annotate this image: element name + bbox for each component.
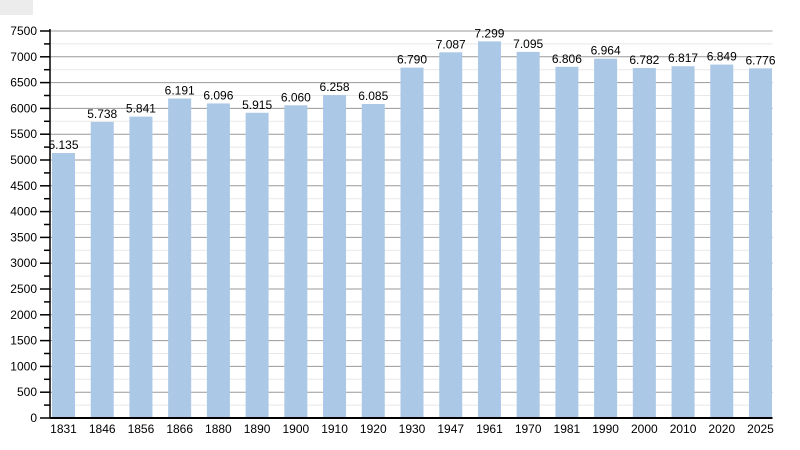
x-tick-label: 1961 — [476, 422, 503, 436]
bar-value-label: 6.817 — [668, 51, 698, 65]
y-tick-label: 2500 — [10, 282, 37, 296]
bar-value-label: 5.738 — [87, 107, 117, 121]
bar-value-label: 6.776 — [745, 53, 775, 67]
y-tick-label: 1500 — [10, 334, 37, 348]
bar-value-label: 6.964 — [591, 44, 621, 58]
bar — [90, 121, 114, 419]
y-tick-label: 5500 — [10, 127, 37, 141]
bar — [555, 66, 579, 419]
y-tick-label: 4000 — [10, 205, 37, 219]
x-tick-label: 2010 — [670, 422, 697, 436]
y-tick-label: 4500 — [10, 179, 37, 193]
x-tick-label: 1866 — [166, 422, 193, 436]
y-tick-label: 2000 — [10, 308, 37, 322]
bar-value-label: 5.915 — [242, 98, 272, 112]
x-tick-label: 2025 — [747, 422, 774, 436]
x-tick-label: 1981 — [554, 422, 581, 436]
x-tick-label: 1920 — [360, 422, 387, 436]
bar-value-label: 6.790 — [397, 53, 427, 67]
x-tick-label: 1831 — [50, 422, 77, 436]
bar-value-label: 5.841 — [126, 102, 156, 116]
x-tick-label: 1880 — [205, 422, 232, 436]
bar — [400, 67, 424, 419]
corner-artifact — [0, 0, 33, 15]
bar — [206, 103, 230, 418]
x-tick-label: 1990 — [592, 422, 619, 436]
x-tick-label: 1970 — [515, 422, 542, 436]
x-tick-label: 1910 — [321, 422, 348, 436]
bar — [129, 116, 153, 418]
bar — [594, 58, 618, 419]
y-tick-label: 3000 — [10, 256, 37, 270]
bar — [284, 105, 308, 418]
y-tick-label: 7000 — [10, 50, 37, 64]
bar — [710, 64, 734, 418]
bar — [516, 51, 540, 418]
x-tick-label: 1930 — [399, 422, 426, 436]
x-tick-label: 1900 — [282, 422, 309, 436]
bar — [439, 52, 463, 419]
y-tick-label: 6000 — [10, 101, 37, 115]
y-tick-label: 7500 — [10, 24, 37, 38]
bar — [323, 95, 347, 419]
bar-value-label: 5.135 — [48, 138, 78, 152]
bar-value-label: 6.782 — [629, 53, 659, 67]
bar — [749, 68, 772, 418]
y-tick-label: 5000 — [10, 153, 37, 167]
x-tick-label: 1856 — [128, 422, 155, 436]
x-tick-label: 2000 — [631, 422, 658, 436]
bar-value-label: 6.258 — [320, 80, 350, 94]
bar — [671, 66, 695, 418]
bar-value-label: 6.060 — [281, 90, 311, 104]
bar — [477, 41, 501, 418]
x-tick-label: 1890 — [244, 422, 271, 436]
bar — [632, 68, 656, 418]
y-tick-label: 500 — [17, 385, 37, 399]
bar-value-label: 7.087 — [436, 37, 466, 51]
x-tick-label: 2020 — [708, 422, 735, 436]
bar-value-label: 6.096 — [203, 88, 233, 102]
bar-value-label: 7.095 — [513, 37, 543, 51]
y-tick-label: 1000 — [10, 359, 37, 373]
bar — [168, 98, 192, 418]
bar-value-label: 6.191 — [165, 84, 195, 98]
y-tick-label: 3500 — [10, 230, 37, 244]
y-tick-label: 0 — [30, 411, 37, 425]
bar-value-label: 6.849 — [707, 50, 737, 64]
bar-value-label: 6.085 — [358, 89, 388, 103]
y-tick-label: 6500 — [10, 76, 37, 90]
x-tick-label: 1947 — [437, 422, 464, 436]
bar — [361, 104, 385, 418]
bar — [245, 112, 269, 418]
x-tick-label: 1846 — [89, 422, 116, 436]
bar-value-label: 7.299 — [474, 26, 504, 40]
bar — [52, 153, 75, 418]
bar-value-label: 6.806 — [552, 52, 582, 66]
